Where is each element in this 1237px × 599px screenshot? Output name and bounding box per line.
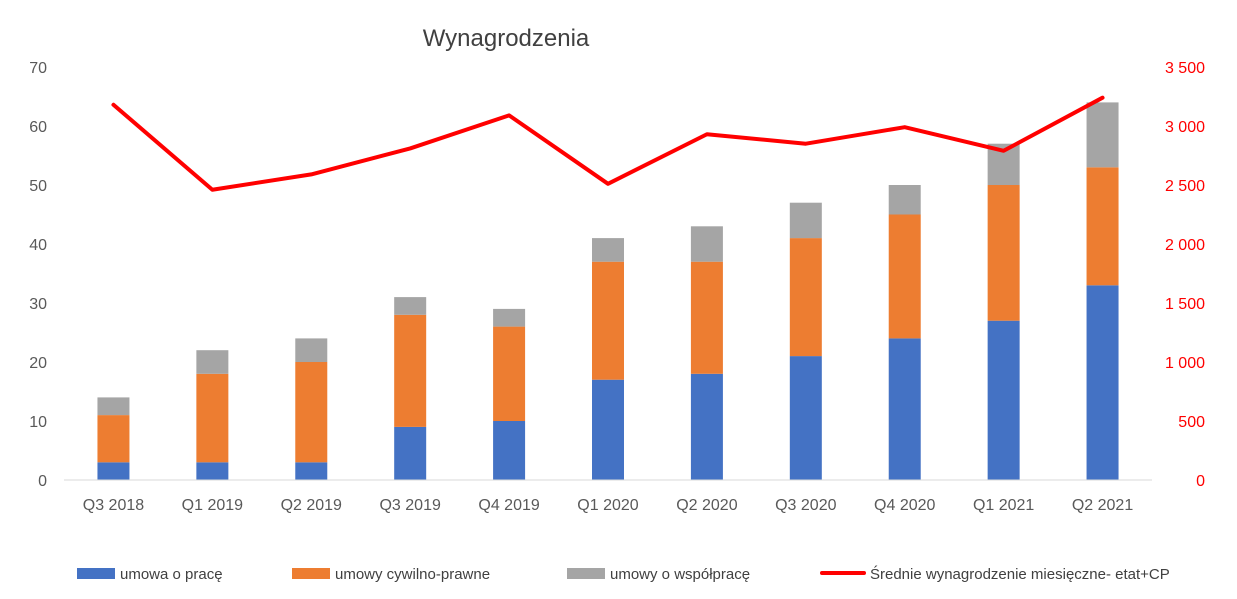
x-tick-label: Q1 2020 [577, 497, 638, 514]
line-series-average-salary [111, 95, 1105, 192]
left-tick-label: 0 [38, 473, 47, 490]
bar-layer [97, 102, 1119, 480]
legend-swatch-2 [292, 568, 330, 579]
bar-segment-3-q4-2020 [888, 185, 921, 215]
left-tick-label: 50 [29, 178, 47, 195]
right-tick-label: 3 000 [1165, 119, 1205, 136]
bar-segment-2-q2-2019 [295, 362, 328, 463]
right-tick-label: 3 500 [1165, 60, 1205, 77]
line-layer [111, 95, 1105, 192]
bar-segment-2-q3-2020 [789, 238, 822, 357]
bar-segment-1-q2-2019 [295, 462, 328, 480]
bar-segment-2-q3-2018 [97, 415, 130, 463]
x-tick-label: Q2 2020 [676, 497, 737, 514]
bar-segment-2-q2-2020 [690, 261, 723, 374]
bar-segment-3-q1-2019 [196, 350, 229, 374]
legend: umowa o pracę umowy cywilno-prawne umowy o… [77, 565, 1170, 583]
legend-label: umowy o współpracę [610, 566, 750, 583]
left-tick-label: 20 [29, 355, 47, 372]
bar-segment-1-q3-2019 [394, 426, 427, 480]
bar-segment-2-q4-2019 [493, 326, 526, 421]
right-tick-label: 2 000 [1165, 237, 1205, 254]
bar-segment-2-q4-2020 [888, 214, 921, 339]
x-tick-label: Q2 2021 [1072, 497, 1133, 514]
bar-segment-3-q3-2020 [789, 202, 822, 239]
left-tick-label: 40 [29, 237, 47, 254]
x-tick-label: Q1 2021 [973, 497, 1034, 514]
bar-segment-2-q2-2021 [1086, 167, 1119, 286]
right-tick-label: 2 500 [1165, 178, 1205, 195]
x-tick-label: Q3 2018 [83, 497, 144, 514]
x-axis-ticks: Q3 2018 Q1 2019 Q2 2019 Q3 2019 Q4 2019 Q1 20… [83, 497, 1134, 514]
right-tick-label: 1 500 [1165, 296, 1205, 313]
legend-label: umowy cywilno-prawne [335, 566, 490, 583]
x-tick-label: Q3 2019 [379, 497, 440, 514]
bar-segment-2-q1-2019 [196, 373, 229, 463]
right-tick-label: 500 [1178, 414, 1205, 431]
bar-segment-1-q3-2020 [789, 356, 822, 480]
bar-segment-1-q2-2021 [1086, 285, 1119, 480]
bar-segment-2-q3-2019 [394, 314, 427, 427]
legend-swatch-3 [567, 568, 605, 579]
bar-segment-1-q4-2020 [888, 338, 921, 480]
x-tick-label: Q1 2019 [182, 497, 243, 514]
left-tick-label: 60 [29, 119, 47, 136]
bar-segment-1-q2-2020 [690, 373, 723, 480]
x-tick-label: Q4 2020 [874, 497, 935, 514]
bar-segment-3-q2-2019 [295, 338, 328, 362]
legend-swatch-1 [77, 568, 115, 579]
right-tick-label: 1 000 [1165, 355, 1205, 372]
bar-segment-1-q1-2020 [592, 379, 624, 480]
bar-segment-3-q3-2019 [394, 297, 427, 315]
left-axis-ticks: 0 10 20 30 40 50 60 70 [29, 60, 47, 490]
left-tick-label: 70 [29, 60, 47, 77]
x-tick-label: Q3 2020 [775, 497, 836, 514]
bar-segment-3-q4-2019 [493, 308, 526, 327]
bar-segment-1-q4-2019 [493, 421, 526, 480]
bar-segment-3-q1-2020 [592, 238, 624, 262]
legend-label: Średnie wynagrodzenie miesięczne- etat+C… [870, 565, 1170, 583]
bar-segment-3-q3-2018 [97, 397, 130, 416]
legend-label: umowa o pracę [120, 566, 223, 583]
x-tick-label: Q4 2019 [478, 497, 539, 514]
bar-segment-3-q2-2021 [1086, 102, 1119, 168]
bar-segment-2-q1-2021 [987, 185, 1020, 321]
x-tick-label: Q2 2019 [281, 497, 342, 514]
chart-title: Wynagrodzenia [423, 25, 590, 52]
bar-segment-2-q1-2020 [592, 261, 624, 380]
left-tick-label: 10 [29, 414, 47, 431]
bar-segment-1-q3-2018 [97, 462, 130, 480]
bar-segment-1-q1-2021 [987, 320, 1020, 480]
bar-segment-1-q1-2019 [196, 462, 229, 480]
bar-segment-3-q2-2020 [690, 226, 723, 262]
left-tick-label: 30 [29, 296, 47, 313]
right-tick-label: 0 [1196, 473, 1205, 490]
right-axis-ticks: 0 500 1 000 1 500 2 000 2 500 3 000 3 500 [1165, 60, 1205, 490]
